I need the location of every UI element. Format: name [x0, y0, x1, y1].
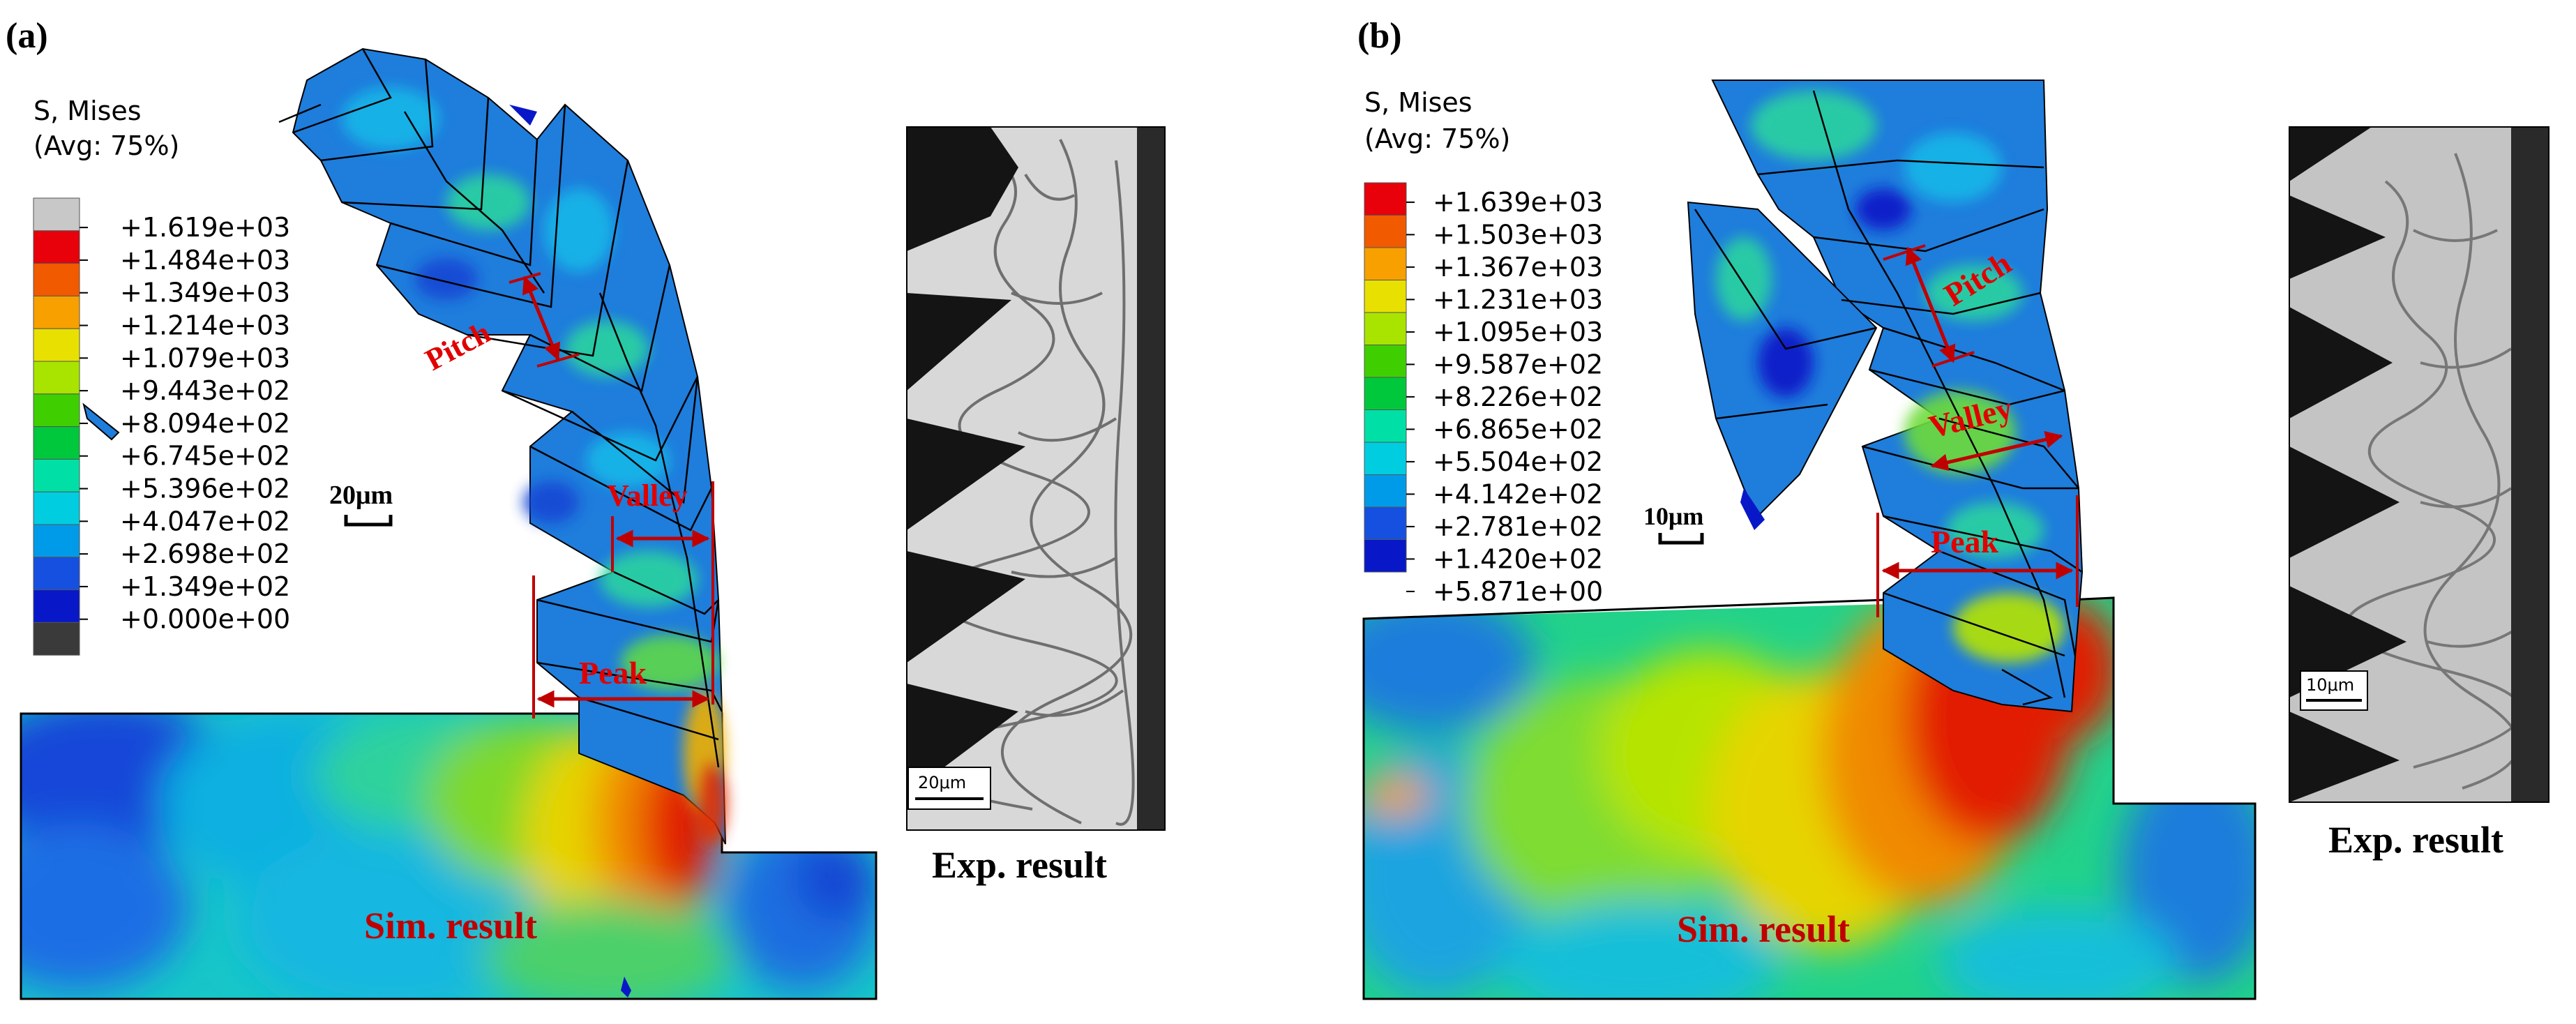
legend-swatch — [1364, 409, 1407, 443]
legend-value: +4.047e+02 — [120, 506, 290, 536]
legend-swatch — [1364, 474, 1407, 508]
exp-caption-b: Exp. result — [2328, 819, 2503, 861]
valley-arrow-b — [1930, 430, 2063, 472]
experimental-image-a: 20μm — [906, 126, 1166, 831]
legend-value: +5.396e+02 — [120, 474, 290, 504]
legend-value: +1.420e+02 — [1433, 543, 1603, 574]
panel-a: (a) S, Mises (Avg: 75%) +1.619e+03+1.484… — [6, 16, 1166, 1000]
legend-value: +0.000e+00 — [120, 604, 290, 635]
legend-swatch — [1364, 280, 1407, 313]
panel-label-a: (a) — [6, 16, 48, 56]
stress-legend-a: S, Mises (Avg: 75%) +1.619e+03+1.484e+03… — [33, 96, 290, 656]
scale-bar-a: 20μm — [329, 481, 393, 527]
pitch-arrow-b — [1905, 246, 1956, 363]
scale-bar-label-b: 10μm — [1643, 502, 1703, 530]
legend-value: +1.639e+03 — [1433, 187, 1603, 218]
legend-value: +6.745e+02 — [120, 441, 290, 472]
legend-title-a: S, Mises — [33, 96, 142, 126]
sim-caption-b: Sim. result — [1677, 908, 1850, 950]
panel-label-b: (b) — [1357, 16, 1402, 56]
legend-subtitle-a: (Avg: 75%) — [33, 130, 179, 161]
legend-swatch — [33, 524, 80, 558]
legend-title-b: S, Mises — [1364, 87, 1472, 118]
legend-labels-b: +1.639e+03+1.503e+03+1.367e+03+1.231e+03… — [1406, 187, 1603, 607]
legend-value: +1.619e+03 — [120, 212, 290, 243]
legend-value: +6.865e+02 — [1433, 414, 1603, 444]
legend-value: +1.503e+03 — [1433, 219, 1603, 250]
legend-swatch — [33, 328, 80, 362]
peak-label-b: Peak — [1931, 524, 1999, 559]
legend-swatch — [33, 557, 80, 591]
simulation-body-a — [20, 712, 878, 1000]
legend-value: +8.226e+02 — [1433, 382, 1603, 412]
legend-swatch — [1364, 377, 1407, 410]
legend-swatch — [33, 393, 80, 428]
legend-value: +1.079e+03 — [120, 342, 290, 373]
panel-b: (b) S, Mises (Avg: 75%) +1.639e+03+1.503… — [1357, 16, 2549, 1000]
valley-label-a: Valley — [607, 479, 688, 513]
scale-bar-label-a: 20μm — [329, 481, 393, 510]
legend-value: +1.095e+03 — [1433, 317, 1603, 347]
legend-swatch — [1364, 506, 1407, 540]
legend-value: +5.871e+00 — [1433, 576, 1603, 607]
legend-swatch — [1364, 247, 1407, 280]
legend-value: +1.349e+03 — [120, 278, 290, 308]
legend-swatch — [33, 263, 80, 296]
legend-value: +8.094e+02 — [120, 408, 290, 439]
experimental-image-b: 10μm — [2289, 126, 2549, 803]
legend-value: +1.231e+03 — [1433, 284, 1603, 315]
legend-swatch — [1364, 312, 1407, 345]
legend-swatch — [1364, 215, 1407, 248]
exp-caption-a: Exp. result — [932, 844, 1107, 886]
legend-swatches-a — [33, 197, 80, 656]
legend-value: +4.142e+02 — [1433, 479, 1603, 509]
legend-value: +5.504e+02 — [1433, 446, 1603, 477]
legend-swatch — [33, 458, 80, 492]
legend-swatch — [1364, 182, 1407, 216]
sim-caption-a: Sim. result — [364, 905, 537, 947]
legend-value: +9.443e+02 — [120, 375, 290, 406]
stress-legend-b: S, Mises (Avg: 75%) +1.639e+03+1.503e+03… — [1364, 87, 1603, 607]
legend-subtitle-b: (Avg: 75%) — [1364, 123, 1510, 154]
legend-swatch — [33, 361, 80, 395]
legend-value: +2.698e+02 — [120, 539, 290, 569]
peak-label-a: Peak — [579, 655, 647, 691]
legend-value: +1.367e+03 — [1433, 252, 1603, 283]
legend-value: +1.214e+03 — [120, 310, 290, 341]
legend-swatch — [33, 295, 80, 329]
pitch-arrow-a — [522, 276, 561, 361]
legend-swatch — [1364, 539, 1407, 573]
simulation-body-b — [1362, 596, 2257, 1000]
legend-value: +2.781e+02 — [1433, 511, 1603, 542]
legend-swatch — [33, 622, 80, 656]
scale-bar-b: 10μm — [1643, 502, 1704, 545]
legend-swatches-b — [1364, 182, 1407, 573]
legend-value: +1.484e+03 — [120, 245, 290, 276]
legend-swatch — [33, 230, 80, 264]
legend-swatch — [33, 197, 80, 232]
legend-value: +9.587e+02 — [1433, 349, 1603, 379]
chip-segments-a — [82, 47, 727, 845]
legend-swatch — [33, 589, 80, 623]
legend-value: +1.349e+02 — [120, 571, 290, 602]
exp-scale-bar-label-a: 20μm — [918, 773, 966, 792]
legend-swatch — [1364, 442, 1407, 475]
exp-scale-bar-label-b: 10μm — [2306, 675, 2354, 695]
legend-labels-a: +1.619e+03+1.484e+03+1.349e+03+1.214e+03… — [80, 212, 290, 635]
legend-swatch — [1364, 345, 1407, 378]
legend-swatch — [33, 491, 80, 525]
legend-swatch — [33, 426, 80, 460]
